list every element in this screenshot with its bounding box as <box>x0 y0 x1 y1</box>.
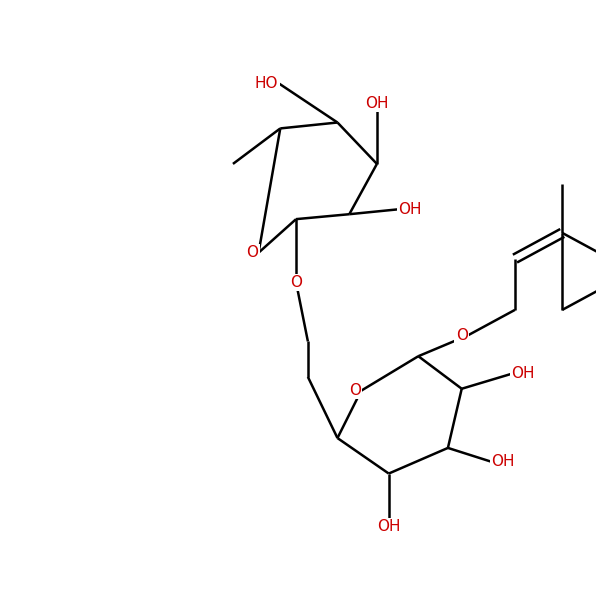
Text: OH: OH <box>365 95 389 110</box>
Text: OH: OH <box>377 519 401 534</box>
Text: OH: OH <box>398 202 422 217</box>
Text: O: O <box>290 275 302 290</box>
Text: O: O <box>455 328 467 343</box>
Text: O: O <box>349 383 361 398</box>
Text: OH: OH <box>511 367 535 382</box>
Text: OH: OH <box>491 454 515 469</box>
Text: O: O <box>247 245 259 260</box>
Text: HO: HO <box>255 76 278 91</box>
